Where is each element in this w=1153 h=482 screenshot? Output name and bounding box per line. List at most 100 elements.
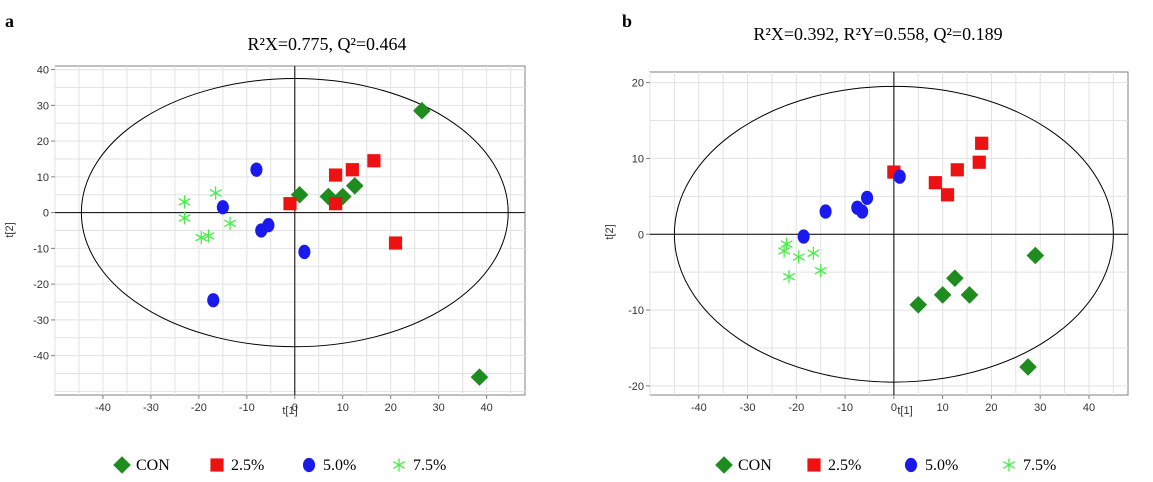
legend-label: CON [136, 457, 170, 474]
point-circle [861, 190, 874, 206]
point-diamond [1019, 358, 1037, 376]
zero-lines-a [55, 66, 525, 395]
panel-b: b R²X=0.392, R²Y=0.558, Q²=0.189 -40 -30-… [604, 11, 1129, 474]
point-asterisk [792, 250, 805, 264]
point-circle [262, 217, 275, 233]
point-circle [250, 162, 263, 177]
y-tick-label: -20 [628, 381, 644, 393]
point-square [345, 163, 359, 177]
point-asterisk [778, 244, 791, 258]
zero-lines-b [650, 72, 1128, 395]
point-square [950, 163, 964, 177]
point-asterisk [202, 229, 215, 243]
y-tick-label: 10 [37, 172, 49, 184]
point-circle [207, 293, 220, 308]
point-asterisk [195, 231, 208, 245]
xlabel-b: t[1] [897, 405, 912, 417]
x-tick-label: 30 [433, 402, 445, 414]
point-asterisk [780, 237, 793, 251]
point-square [328, 168, 343, 182]
x-tick-label: -40 [95, 402, 111, 414]
point-diamond [470, 368, 489, 386]
point-square [975, 136, 989, 150]
point-square [367, 154, 381, 168]
point-square [928, 176, 942, 190]
point-circle [216, 200, 229, 215]
legend-marker-square [210, 458, 224, 472]
points-b [778, 136, 1045, 376]
legend-marker-asterisk [392, 458, 406, 472]
x-tick-label: 20 [385, 402, 397, 414]
y-tick-label: 20 [37, 136, 49, 148]
point-square [283, 197, 297, 211]
points-a [178, 101, 489, 386]
point-circle [893, 169, 906, 184]
y-tick-label: 0 [638, 229, 644, 241]
point-diamond [333, 187, 352, 206]
point-asterisk [807, 246, 820, 260]
point-asterisk [814, 264, 827, 278]
x-tick-label: -30 [740, 402, 756, 414]
x-tick-label: 0 [891, 402, 897, 414]
point-diamond [413, 101, 431, 120]
y-tick-label: -10 [33, 243, 49, 255]
legend-label: 2.5% [231, 457, 264, 474]
legend-marker-asterisk [1002, 458, 1016, 472]
x-tick-label: 10 [337, 402, 349, 414]
legend-marker-square [807, 458, 821, 472]
legend-label: 7.5% [413, 457, 446, 474]
ticks-a: -40 -30 -20 -10 0 10 20 30 40 -40 -30 -20 -10 0 10 20 30… [33, 65, 493, 414]
point-circle [819, 204, 832, 219]
y-tick-label: -30 [33, 315, 49, 327]
y-tick-label: 20 [632, 78, 644, 90]
y-tick-label: 10 [632, 153, 644, 165]
y-tick-label: -20 [33, 279, 49, 291]
ticks-b: -40 -30 -20 -10 0 10 20 30 40 -20 -10 0 10 20 [628, 78, 1095, 414]
legend-label: 5.0% [323, 457, 356, 474]
x-tick-label: -10 [837, 402, 853, 414]
legend-label: 5.0% [925, 457, 958, 474]
point-asterisk [209, 186, 222, 200]
legend-marker-diamond [113, 456, 131, 474]
legend-marker-diamond [715, 456, 733, 474]
x-tick-label: 0 [292, 402, 298, 414]
point-diamond [345, 176, 364, 195]
point-diamond [909, 295, 928, 314]
y-tick-label: -10 [628, 305, 644, 317]
ellipse-b [673, 85, 1114, 383]
title-a: R²X=0.775, Q²=0.464 [247, 34, 406, 54]
legend-a: CON 2.5% 5.0% 7.5% [113, 456, 446, 474]
point-diamond [319, 187, 338, 206]
hotelling-ellipse [80, 78, 509, 348]
x-tick-label: -10 [239, 402, 255, 414]
point-asterisk [224, 216, 237, 230]
point-asterisk [782, 270, 796, 284]
panel-label-b: b [622, 11, 632, 31]
x-tick-label: -30 [143, 402, 159, 414]
point-diamond [960, 286, 979, 304]
panel-label-a: a [5, 11, 14, 31]
point-square [940, 188, 955, 202]
ylabel-a: t[2] [4, 222, 16, 237]
legend-marker-circle [302, 457, 316, 473]
point-circle [797, 229, 810, 244]
point-square [972, 155, 986, 169]
x-tick-label: 40 [1083, 402, 1095, 414]
legend-b: CON 2.5% 5.0% 7.5% [715, 456, 1056, 474]
title-b: R²X=0.392, R²Y=0.558, Q²=0.189 [753, 24, 1002, 44]
point-square [328, 197, 343, 211]
x-tick-label: 40 [481, 402, 493, 414]
point-diamond [1026, 246, 1045, 265]
point-asterisk [178, 195, 191, 209]
point-diamond [933, 286, 952, 304]
x-tick-label: 30 [1034, 402, 1046, 414]
legend-label: 2.5% [828, 457, 861, 474]
y-tick-label: 40 [37, 65, 49, 77]
xlabel-a: t[1] [282, 405, 297, 417]
x-tick-label: 20 [985, 402, 997, 414]
x-tick-label: -20 [788, 402, 804, 414]
point-circle [298, 244, 311, 260]
y-tick-label: 0 [43, 208, 49, 220]
y-tick-label: 30 [37, 100, 49, 112]
